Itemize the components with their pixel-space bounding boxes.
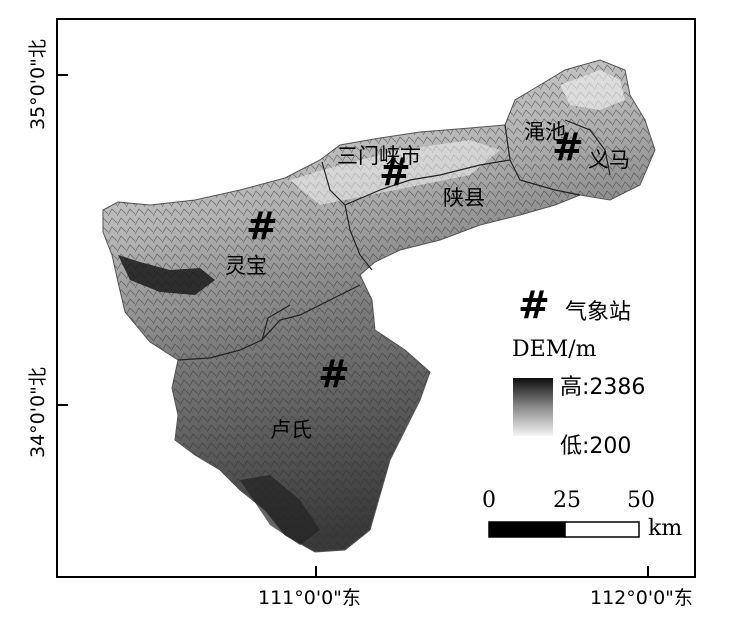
legend-low-label: 低:200 (560, 434, 632, 459)
county-boundaries (177, 119, 611, 361)
scale-tick-0: 0 (482, 488, 496, 513)
lat-tick-34 (58, 404, 68, 406)
western-ridge (118, 255, 215, 295)
station-marker-lingbao: # (246, 204, 278, 248)
place-lushi: 卢氏 (270, 418, 312, 442)
place-yima: 义马 (588, 148, 630, 172)
legend-station-label: 气象站 (565, 300, 632, 325)
place-mianchi: 渑池 (524, 120, 566, 144)
scale-unit: km (648, 516, 683, 541)
northeast-highland (560, 70, 625, 110)
scale-tick-25: 25 (553, 488, 581, 513)
lon-label-111: 111°0'0"东 (258, 587, 361, 609)
legend-high-label: 高:2386 (560, 375, 646, 400)
northern-plain (290, 140, 500, 205)
legend-dem-title: DEM/m (512, 337, 597, 362)
place-lingbao: 灵宝 (225, 254, 267, 278)
lat-tick-35 (58, 74, 68, 76)
legend-station-symbol: # (518, 283, 550, 327)
station-marker-mianchi: # (552, 125, 584, 169)
station-marker-sanmenxia: # (379, 150, 411, 194)
station-marker-lushi: # (318, 352, 350, 396)
lat-label-35: 35°0'0"北 (27, 39, 49, 130)
lat-label-34: 34°0'0"北 (27, 367, 49, 458)
lon-label-112: 112°0'0"东 (590, 587, 693, 609)
place-shanxian: 陕县 (443, 186, 485, 210)
scale-tick-50: 50 (627, 488, 655, 513)
lon-tick-112 (647, 566, 649, 576)
legend-dem-ramp (513, 378, 553, 436)
place-sanmenxia: 三门峡市 (337, 144, 421, 168)
lon-tick-111 (315, 566, 317, 576)
southern-ridge (240, 475, 320, 545)
scale-bar (488, 521, 640, 538)
